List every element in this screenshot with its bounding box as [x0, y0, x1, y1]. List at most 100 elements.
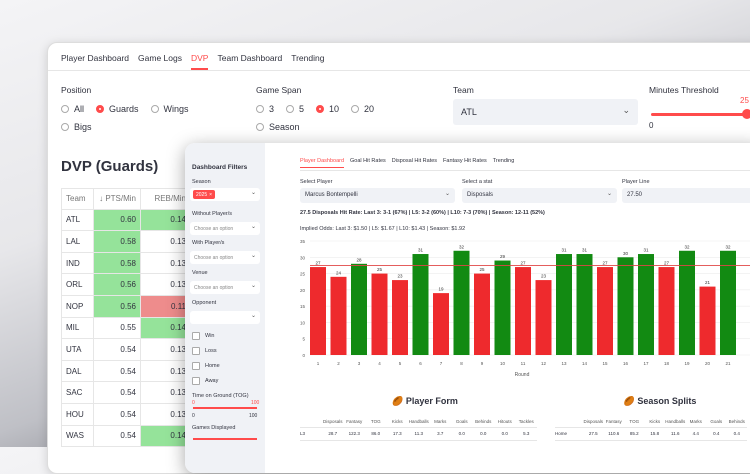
tab[interactable]: Game Logs	[138, 53, 182, 63]
field-label: Games Displayed	[192, 425, 236, 431]
x-tick-label: 17	[643, 361, 649, 366]
checkbox-box	[192, 377, 200, 385]
table-cell: 0.56	[94, 296, 141, 318]
bar	[679, 250, 695, 355]
table-cell: 0.54	[94, 404, 141, 426]
radio-option[interactable]: 10	[316, 104, 339, 114]
checkbox[interactable]: Home	[192, 362, 220, 370]
radio-option[interactable]: 20	[351, 104, 374, 114]
bar-value-label: 25	[377, 267, 383, 272]
table-cell: 0.54	[94, 425, 141, 448]
select[interactable]: ⌄	[190, 311, 260, 324]
radio-option[interactable]: Wings	[150, 104, 189, 114]
select[interactable]: 27.50	[622, 188, 750, 203]
select[interactable]: ⌄ 2025 ×	[190, 188, 260, 201]
tab[interactable]: Fantasy Hit Rates	[443, 158, 487, 164]
bar-value-label: 31	[582, 248, 588, 253]
table-cell: LAL	[61, 231, 94, 253]
field-label: Opponent	[192, 300, 217, 306]
column-header: Disposals	[322, 419, 343, 424]
bar	[576, 254, 593, 355]
radio-option[interactable]: Bigs	[61, 122, 92, 132]
radio-label: 5	[299, 104, 305, 114]
select[interactable]: Disposals ⌄	[462, 188, 617, 203]
select-value: Disposals	[467, 192, 494, 198]
field-label: Team	[453, 85, 474, 95]
field-label: Select Player	[300, 179, 333, 185]
table-cell: ATL	[61, 209, 94, 232]
table-cell: 0.14	[141, 317, 191, 340]
section-title: 🏉 Player Form	[392, 396, 458, 406]
table-rule	[300, 440, 537, 441]
select[interactable]: Choose an option ⌄	[190, 251, 260, 264]
bar-value-label: 27	[315, 261, 321, 266]
implied-odds: Implied Odds: Last 3: $1.50 | L5: $1.67 …	[300, 226, 466, 232]
checkbox[interactable]: Win	[192, 332, 214, 340]
radio-option[interactable]: 3	[256, 104, 274, 114]
select[interactable]: Choose an option ⌄	[190, 222, 260, 235]
select-placeholder: Choose an option	[194, 226, 234, 232]
bar-value-label: 31	[643, 248, 649, 253]
table-cell: 0.13	[141, 231, 191, 253]
chip[interactable]: 2025 ×	[193, 190, 216, 199]
table-cell: 0.58	[94, 252, 141, 275]
column-header: Goals	[455, 419, 468, 424]
tab[interactable]: Player Dashboard	[300, 158, 345, 168]
chip-remove[interactable]: ×	[209, 191, 213, 198]
checkbox-label: Win	[205, 333, 215, 339]
table-cell: 0.4	[713, 431, 720, 436]
radio-option[interactable]: Guards	[96, 104, 139, 114]
tab[interactable]: Trending	[291, 53, 325, 63]
tab[interactable]: Goal Hit Rates	[350, 158, 386, 164]
checkbox[interactable]: Loss	[192, 347, 217, 355]
tab[interactable]: Disposal Hit Rates	[391, 158, 438, 164]
bar-value-label: 23	[397, 274, 403, 279]
radio-label: Bigs	[74, 122, 92, 132]
slider-knob[interactable]	[742, 109, 750, 119]
table-cell: 11.3	[414, 431, 423, 436]
table-cell: UTA	[61, 339, 94, 361]
tab[interactable]: DVP	[191, 53, 209, 70]
checkbox[interactable]: Away	[192, 377, 218, 385]
table-cell: 122.3	[348, 431, 360, 436]
front-window: Dashboard Filters Season ⌄ 2025 × Without Pla…	[185, 143, 750, 473]
table-cell: IND	[61, 252, 94, 275]
y-tick-label: 30	[300, 255, 306, 260]
radio-dot	[256, 105, 264, 113]
slider-value: 25	[740, 96, 749, 105]
chevron: ⌄	[250, 283, 256, 289]
tab[interactable]: Player Dashboard	[61, 53, 130, 63]
team-select[interactable]: ATL ⌄	[453, 99, 638, 125]
x-tick-label: 21	[725, 361, 731, 366]
x-tick-label: 3	[358, 361, 361, 366]
sidebar-title: Dashboard Filters	[192, 164, 248, 171]
y-tick-label: 15	[300, 304, 306, 309]
slider-min: 0	[192, 400, 195, 406]
radio-option[interactable]: All	[61, 104, 84, 114]
column-header: Kicks	[649, 419, 661, 424]
select[interactable]: Marcus Bontempelli ⌄	[300, 188, 455, 203]
column-header: Fantasy	[605, 419, 622, 424]
table-cell: 0.13	[141, 252, 191, 275]
tab[interactable]: Team Dashboard	[217, 53, 283, 63]
table-cell: Home	[555, 431, 568, 436]
field-label: With Player/s	[192, 240, 225, 246]
tab[interactable]: Trending	[492, 158, 515, 164]
y-tick-label: 20	[300, 288, 306, 293]
chevron: ⌄	[622, 105, 630, 115]
y-tick-label: 25	[300, 272, 306, 277]
checkbox-box	[192, 347, 200, 355]
checkbox-box	[192, 332, 200, 340]
x-tick-label: 16	[623, 361, 629, 366]
column-header: ↓ PTS/Min	[94, 188, 141, 210]
radio-option[interactable]: 5	[286, 104, 304, 114]
radio-option[interactable]: Season	[256, 122, 300, 132]
bar	[515, 267, 531, 355]
select[interactable]: Choose an option ⌄	[190, 281, 260, 294]
table-cell: 0.55	[94, 317, 141, 340]
bar-value-label: 32	[725, 244, 731, 249]
y-tick-label: 5	[302, 337, 305, 342]
field-label: Select a stat	[462, 179, 493, 185]
radio-label: All	[74, 104, 85, 114]
